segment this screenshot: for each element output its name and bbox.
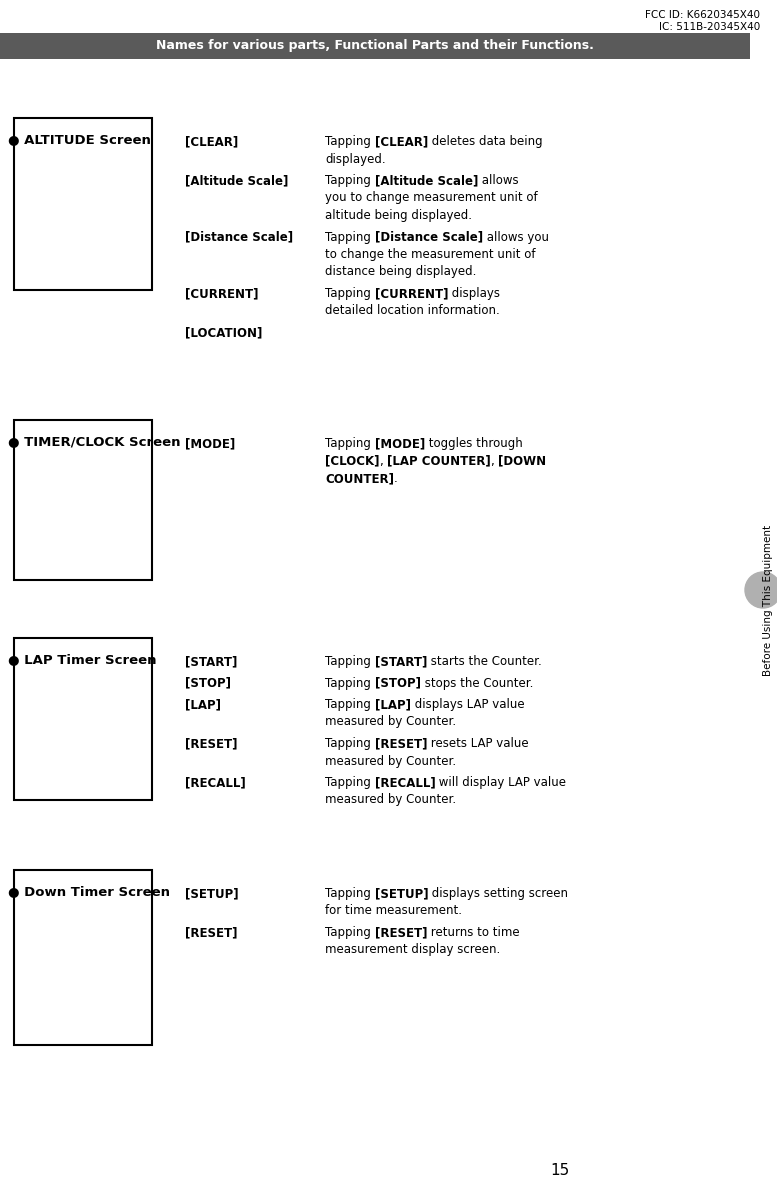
Text: [MODE]: [MODE]	[185, 437, 235, 450]
Text: [RECALL]: [RECALL]	[185, 776, 246, 789]
Text: [Altitude Scale]: [Altitude Scale]	[375, 174, 478, 187]
Text: Tapping: Tapping	[325, 926, 375, 938]
Text: Tapping: Tapping	[325, 437, 375, 450]
Text: ● LAP Timer Screen: ● LAP Timer Screen	[8, 654, 156, 666]
Text: distance being displayed.: distance being displayed.	[325, 266, 476, 279]
Text: detailed location information.: detailed location information.	[325, 304, 500, 317]
Text: allows you: allows you	[483, 231, 549, 243]
Text: [DOWN: [DOWN	[498, 455, 546, 468]
Text: COUNTER]: COUNTER]	[325, 472, 394, 485]
Bar	[14, 870, 152, 1045]
Text: [SETUP]: [SETUP]	[375, 887, 428, 900]
Text: Tapping: Tapping	[325, 135, 375, 148]
Text: [SETUP]: [SETUP]	[185, 887, 239, 900]
Text: for time measurement.: for time measurement.	[325, 905, 462, 917]
Text: IC: 511B-20345X40: IC: 511B-20345X40	[659, 22, 760, 32]
Text: [CLEAR]: [CLEAR]	[185, 135, 239, 148]
Text: will display LAP value: will display LAP value	[435, 776, 566, 789]
Text: [START]: [START]	[375, 655, 427, 668]
Text: ,: ,	[491, 455, 498, 468]
Bar	[14, 119, 152, 290]
Text: Tapping: Tapping	[325, 776, 375, 789]
Text: [RESET]: [RESET]	[185, 926, 238, 938]
Text: [STOP]: [STOP]	[185, 676, 231, 689]
Text: [Distance Scale]: [Distance Scale]	[185, 231, 293, 243]
Text: Tapping: Tapping	[325, 231, 375, 243]
Text: altitude being displayed.: altitude being displayed.	[325, 209, 472, 221]
Text: ● ALTITUDE Screen: ● ALTITUDE Screen	[8, 133, 151, 146]
Text: starts the Counter.: starts the Counter.	[427, 655, 542, 668]
Text: [Altitude Scale]: [Altitude Scale]	[185, 174, 288, 187]
Text: [LAP COUNTER]: [LAP COUNTER]	[387, 455, 491, 468]
Text: Names for various parts, Functional Parts and their Functions.: Names for various parts, Functional Part…	[156, 40, 594, 53]
Text: 15: 15	[550, 1163, 570, 1178]
Text: allows: allows	[478, 174, 518, 187]
Text: Tapping: Tapping	[325, 655, 375, 668]
Text: Tapping: Tapping	[325, 174, 375, 187]
Text: Before Using This Equipment: Before Using This Equipment	[763, 524, 773, 675]
Text: displayed.: displayed.	[325, 152, 385, 165]
Text: returns to time: returns to time	[427, 926, 520, 938]
Text: ● TIMER/CLOCK Screen: ● TIMER/CLOCK Screen	[8, 435, 180, 448]
Text: toggles through: toggles through	[425, 437, 523, 450]
Bar	[0, 34, 750, 59]
Text: [RESET]: [RESET]	[185, 737, 238, 751]
Text: you to change measurement unit of: you to change measurement unit of	[325, 192, 538, 205]
Text: measurement display screen.: measurement display screen.	[325, 943, 500, 956]
Text: [MODE]: [MODE]	[375, 437, 425, 450]
Text: [LAP]: [LAP]	[375, 698, 410, 711]
Text: displays LAP value: displays LAP value	[410, 698, 524, 711]
Text: [RESET]: [RESET]	[375, 737, 427, 751]
Text: [CURRENT]: [CURRENT]	[375, 287, 448, 300]
Text: [RECALL]: [RECALL]	[375, 776, 435, 789]
Text: Tapping: Tapping	[325, 698, 375, 711]
Text: [CLOCK]: [CLOCK]	[325, 455, 379, 468]
Bar	[14, 638, 152, 800]
Text: measured by Counter.: measured by Counter.	[325, 754, 456, 767]
Text: [CLEAR]: [CLEAR]	[375, 135, 428, 148]
Text: .: .	[394, 472, 398, 485]
Text: Tapping: Tapping	[325, 737, 375, 751]
Circle shape	[745, 572, 777, 608]
Text: [LAP]: [LAP]	[185, 698, 221, 711]
Text: measured by Counter.: measured by Counter.	[325, 716, 456, 729]
Text: Tapping: Tapping	[325, 887, 375, 900]
Text: Tapping: Tapping	[325, 676, 375, 689]
Text: [LOCATION]: [LOCATION]	[185, 326, 263, 339]
Text: displays: displays	[448, 287, 500, 300]
Text: deletes data being: deletes data being	[428, 135, 542, 148]
Text: to change the measurement unit of: to change the measurement unit of	[325, 248, 535, 261]
Text: ● Down Timer Screen: ● Down Timer Screen	[8, 885, 170, 898]
Text: [Distance Scale]: [Distance Scale]	[375, 231, 483, 243]
Text: FCC ID: K6620345X40: FCC ID: K6620345X40	[645, 10, 760, 20]
Text: resets LAP value: resets LAP value	[427, 737, 529, 751]
Bar	[14, 420, 152, 581]
Text: [START]: [START]	[185, 655, 238, 668]
Text: measured by Counter.: measured by Counter.	[325, 794, 456, 807]
Text: stops the Counter.: stops the Counter.	[420, 676, 533, 689]
Text: [STOP]: [STOP]	[375, 676, 420, 689]
Text: Tapping: Tapping	[325, 287, 375, 300]
Text: displays setting screen: displays setting screen	[428, 887, 568, 900]
Text: [RESET]: [RESET]	[375, 926, 427, 938]
Text: [CURRENT]: [CURRENT]	[185, 287, 259, 300]
Text: ,: ,	[379, 455, 387, 468]
